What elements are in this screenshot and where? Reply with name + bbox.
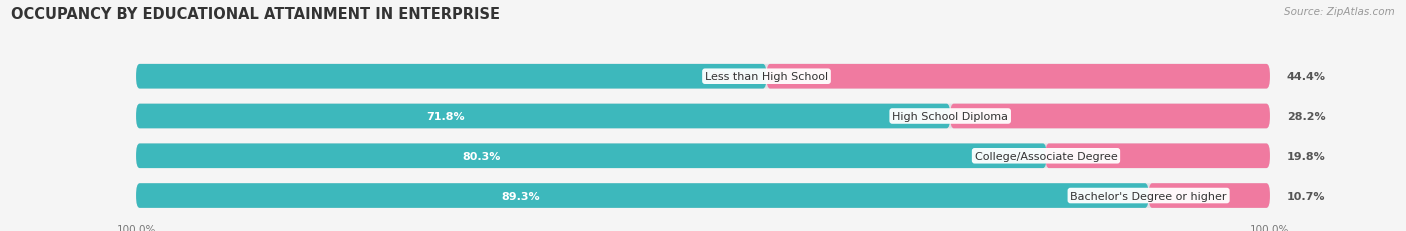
FancyBboxPatch shape	[1046, 144, 1270, 168]
FancyBboxPatch shape	[136, 144, 1046, 168]
FancyBboxPatch shape	[136, 65, 1270, 89]
FancyBboxPatch shape	[766, 65, 1270, 89]
Text: 71.8%: 71.8%	[426, 112, 465, 122]
Text: OCCUPANCY BY EDUCATIONAL ATTAINMENT IN ENTERPRISE: OCCUPANCY BY EDUCATIONAL ATTAINMENT IN E…	[11, 7, 501, 22]
Text: High School Diploma: High School Diploma	[893, 112, 1008, 122]
Text: College/Associate Degree: College/Associate Degree	[974, 151, 1118, 161]
Text: Less than High School: Less than High School	[704, 72, 828, 82]
FancyBboxPatch shape	[136, 144, 1270, 168]
Text: 10.7%: 10.7%	[1286, 191, 1326, 201]
FancyBboxPatch shape	[1149, 183, 1270, 208]
FancyBboxPatch shape	[950, 104, 1270, 129]
Text: 80.3%: 80.3%	[463, 151, 502, 161]
Text: 19.8%: 19.8%	[1286, 151, 1326, 161]
FancyBboxPatch shape	[136, 104, 1270, 129]
FancyBboxPatch shape	[136, 183, 1270, 208]
FancyBboxPatch shape	[136, 104, 950, 129]
Text: 55.6%: 55.6%	[711, 72, 749, 82]
Text: Source: ZipAtlas.com: Source: ZipAtlas.com	[1284, 7, 1395, 17]
Text: 89.3%: 89.3%	[502, 191, 540, 201]
Text: 44.4%: 44.4%	[1286, 72, 1326, 82]
FancyBboxPatch shape	[136, 183, 1149, 208]
Text: 28.2%: 28.2%	[1286, 112, 1326, 122]
Text: Bachelor's Degree or higher: Bachelor's Degree or higher	[1070, 191, 1227, 201]
FancyBboxPatch shape	[136, 65, 766, 89]
